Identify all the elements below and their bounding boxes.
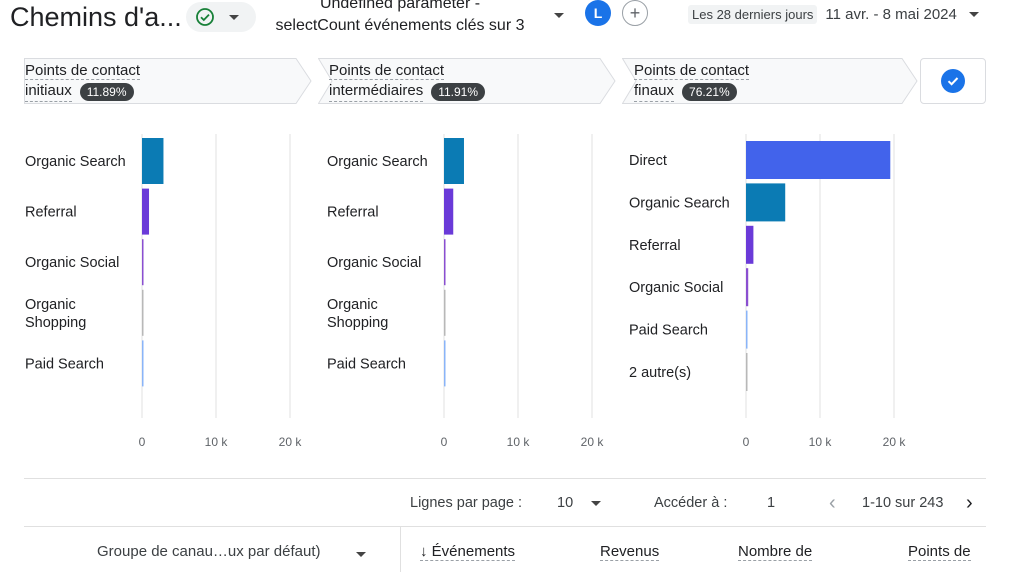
category-label: Organic Shopping (327, 297, 388, 331)
table-header: Groupe de canau…ux par défaut) ↓ Événeme… (0, 527, 1024, 572)
category-label: Paid Search (629, 323, 708, 339)
check-icon (941, 69, 965, 93)
category-label: Paid Search (25, 356, 104, 372)
column-header-events[interactable]: ↓ Événements (420, 543, 516, 561)
step-intermediate[interactable]: Points de contact intermédiaires 11.91% (318, 58, 616, 104)
bar[interactable] (142, 289, 144, 336)
check-circle-icon (196, 8, 214, 26)
category-label: Organic Social (25, 255, 119, 271)
confirm-button[interactable] (920, 58, 986, 104)
category-label: Referral (25, 205, 77, 221)
next-page-icon[interactable]: › (966, 492, 973, 514)
add-button[interactable]: + (622, 0, 648, 26)
pagination: Lignes par page : 10 Accéder à : 1 ‹ 1-1… (0, 490, 1024, 518)
step-title: Points de contact (329, 62, 445, 80)
step-shape (318, 58, 616, 104)
tick-label: 20 k (883, 435, 907, 449)
category-label: Organic Shopping (25, 297, 86, 331)
bar[interactable] (746, 183, 786, 222)
category-label: Referral (327, 205, 379, 221)
category-label: Organic Search (25, 154, 126, 170)
bar[interactable] (142, 340, 144, 387)
category-label: Organic Social (629, 280, 723, 296)
tick-label: 20 k (581, 435, 605, 449)
go-to-label: Accéder à : (654, 495, 728, 511)
bar[interactable] (444, 289, 446, 336)
bar[interactable] (746, 353, 748, 391)
rows-per-page-select[interactable]: 10 (557, 495, 574, 511)
chevron-down-icon (229, 14, 239, 20)
divider (24, 526, 986, 527)
report-dropdown-icon[interactable] (554, 13, 564, 18)
go-to-input[interactable]: 1 (767, 495, 776, 511)
bar[interactable] (142, 188, 150, 235)
tick-label: 10 k (507, 435, 531, 449)
charts-area: 0 10 k 20 k Organic Search Referral Organic S… (0, 120, 1024, 460)
rows-per-page-label: Lignes par page : (410, 495, 523, 511)
chevron-down-icon[interactable] (356, 552, 366, 557)
tick-label: 20 k (279, 435, 303, 449)
bar[interactable] (142, 239, 144, 286)
divider (24, 478, 986, 479)
percent-badge: 76.21% (682, 82, 737, 101)
column-separator (400, 527, 401, 572)
column-header-revenue[interactable]: Revenus (600, 543, 660, 561)
dimension-selector[interactable]: Groupe de canau…ux par défaut) (97, 543, 321, 560)
date-range-picker[interactable]: Les 28 derniers jours 11 avr. - 8 mai 20… (688, 5, 979, 24)
bar[interactable] (746, 225, 754, 264)
category-label: Organic Search (327, 154, 428, 170)
percent-badge: 11.91% (431, 82, 486, 101)
step-title: Points de contact (634, 62, 750, 80)
date-range-label: Les 28 derniers jours (688, 5, 818, 24)
category-label: 2 autre(s) (629, 365, 691, 381)
previous-page-icon[interactable]: ‹ (829, 492, 836, 514)
category-label: Organic Search (629, 195, 730, 211)
report-name-line1: Undefined parameter - (319, 0, 481, 12)
tick-label: 0 (139, 435, 146, 449)
avatar[interactable]: L (585, 0, 611, 26)
header: Chemins d'a... Undefined parameter - sel… (0, 0, 1024, 50)
step-subtitle: finaux (634, 81, 675, 102)
percent-badge: 11.89% (79, 82, 134, 101)
tick-label: 10 k (205, 435, 229, 449)
category-label: Direct (629, 153, 667, 169)
bar[interactable] (444, 340, 446, 387)
step-initial[interactable]: Points de contact initiaux 11.89% (24, 58, 312, 104)
status-chip[interactable] (186, 2, 256, 32)
chevron-down-icon[interactable] (591, 501, 601, 506)
report-name-line2: selectCount événements clés sur 3 (275, 17, 525, 34)
report-name[interactable]: Undefined parameter - selectCount événem… (255, 0, 545, 37)
bar[interactable] (746, 310, 748, 349)
page-range: 1-10 sur 243 (862, 495, 944, 511)
date-range-value: 11 avr. - 8 mai 2024 (825, 6, 957, 23)
column-header-count[interactable]: Nombre de (738, 543, 813, 561)
bar[interactable] (142, 138, 164, 184)
column-header-points[interactable]: Points de (908, 543, 971, 561)
bar[interactable] (746, 268, 749, 307)
step-subtitle: initiaux (25, 81, 72, 102)
bar[interactable] (746, 141, 891, 179)
step-title: Points de contact (25, 62, 141, 80)
chevron-down-icon (968, 12, 979, 17)
bar[interactable] (444, 188, 454, 235)
tick-label: 0 (441, 435, 448, 449)
report-title: Chemins d'a... (10, 2, 182, 32)
category-label: Paid Search (327, 356, 406, 372)
bar[interactable] (444, 138, 464, 184)
tick-label: 0 (743, 435, 750, 449)
tick-label: 10 k (809, 435, 833, 449)
bar[interactable] (444, 239, 446, 286)
step-subtitle: intermédiaires (329, 81, 424, 102)
bar-charts: 0 10 k 20 k Organic Search Referral Organic S… (25, 134, 907, 449)
step-final[interactable]: Points de contact finaux 76.21% (622, 58, 918, 104)
category-label: Referral (629, 238, 681, 254)
category-label: Organic Social (327, 255, 421, 271)
